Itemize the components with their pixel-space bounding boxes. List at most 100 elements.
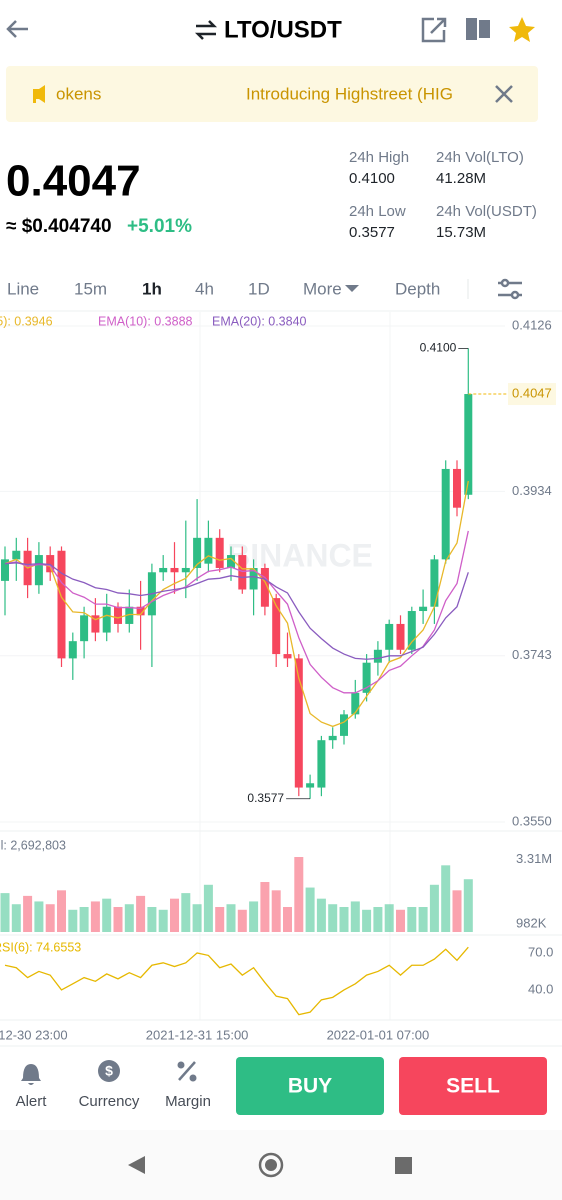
volume-bar: [203, 884, 213, 932]
candle-body: [407, 611, 416, 650]
panel-title: Vol: 2,692,803: [0, 838, 66, 852]
volume-bar: [249, 901, 259, 932]
y-tick-label: 0.3743: [512, 647, 552, 662]
candle-body: [238, 555, 247, 590]
candle-body: [306, 783, 315, 788]
volume-bar: [34, 901, 44, 932]
candle-body: [283, 654, 292, 659]
banner-close[interactable]: [495, 85, 513, 103]
volume-bar: [384, 904, 394, 932]
tab[interactable]: 1D: [248, 279, 270, 298]
chart: 0.3550 0.3743 0.3934 0.4126 BINANCE EMA(5): 0…: [0, 312, 562, 1042]
tab[interactable]: More: [303, 279, 342, 298]
y-tick-label: 0.3550: [512, 813, 552, 828]
banner-ticker: okens: [56, 84, 101, 103]
buy-button[interactable]: [236, 1057, 384, 1115]
banner-text[interactable]: Introducing Highstreet (HIG: [246, 84, 453, 103]
candle-body: [419, 606, 428, 612]
price-change: +5.01%: [127, 216, 192, 237]
candle-body: [249, 567, 258, 590]
nav-back[interactable]: [128, 1156, 145, 1174]
candle-body: [294, 658, 303, 788]
tab[interactable]: Depth: [395, 279, 440, 298]
candle-body: [68, 641, 77, 659]
volume-bar: [124, 904, 134, 932]
margin-icon: [177, 1061, 197, 1082]
candle-body: [272, 598, 281, 655]
volume-bar: [79, 907, 89, 932]
volume-bar: [294, 857, 304, 932]
stat-value: 41.28M: [436, 170, 486, 187]
volume-bar: [226, 904, 236, 932]
pair-title[interactable]: LTO/USDT: [224, 16, 342, 43]
currency-icon: [98, 1060, 120, 1082]
candle-body: [159, 567, 168, 573]
y-tick-label: 0.3934: [512, 483, 552, 498]
nav-home-dot: [265, 1159, 277, 1171]
volume-bar: [350, 901, 360, 932]
candle-body: [91, 615, 100, 633]
last-price-box: [508, 383, 556, 406]
volume-bar: [215, 907, 225, 932]
back-button[interactable]: [6, 20, 28, 38]
candle-body: [396, 623, 405, 650]
candle-body: [385, 623, 394, 650]
volume-bar: [362, 909, 372, 932]
volume-bar: [23, 895, 33, 932]
banner-fade: [470, 80, 490, 110]
x-tick-label: 2021-12-31 15:00: [146, 1027, 249, 1042]
candle-body: [136, 606, 145, 616]
candle-body: [362, 662, 371, 693]
volume-bar: [181, 893, 191, 932]
annotation-label: 0.3577: [247, 791, 284, 805]
volume-bar: [102, 898, 112, 932]
volume-bar: [260, 882, 270, 932]
stat-value: 0.4100: [349, 170, 395, 187]
volume-bar: [90, 901, 100, 932]
sell-label[interactable]: SELL: [446, 1075, 500, 1098]
volume-bar: [11, 904, 21, 932]
tab[interactable]: 15m: [74, 279, 107, 298]
candle-body: [181, 567, 190, 573]
currency-label[interactable]: Currency: [79, 1093, 140, 1110]
volume-bar: [373, 907, 383, 932]
x-tick-label: 2021-12-30 23:00: [0, 1027, 68, 1042]
candle-body: [125, 606, 134, 624]
banner[interactable]: [6, 66, 538, 122]
x-tick-label: 2022-01-01 07:00: [327, 1027, 430, 1042]
sell-button[interactable]: [399, 1057, 547, 1115]
volume-bar: [237, 909, 247, 932]
favorite-star[interactable]: [509, 17, 535, 42]
nav-recents[interactable]: [395, 1157, 412, 1174]
candle-body: [317, 740, 326, 788]
settings-icon[interactable]: [498, 278, 522, 300]
candle-body: [170, 567, 179, 573]
share-icon[interactable]: [421, 17, 447, 43]
stat-label: 24h Low: [349, 203, 406, 220]
volume-bar: [158, 909, 168, 932]
candle-body: [373, 649, 382, 663]
volume-bar: [0, 893, 10, 932]
candle-body: [453, 468, 461, 508]
alert-label[interactable]: Alert: [16, 1093, 48, 1110]
candle-body: [80, 615, 89, 642]
last-price: 0.4047: [6, 157, 141, 206]
stat-label: 24h Vol(LTO): [436, 149, 524, 166]
layout-icon[interactable]: [466, 18, 490, 40]
tab[interactable]: 4h: [195, 279, 214, 298]
more-caret: [345, 285, 359, 292]
tab[interactable]: 1h: [142, 279, 162, 298]
margin-label[interactable]: Margin: [165, 1093, 211, 1110]
volume-bar: [136, 895, 146, 932]
volume-bar: [192, 904, 202, 932]
nav-home[interactable]: [258, 1152, 284, 1178]
candle-body: [46, 555, 55, 573]
volume-bar: [68, 909, 78, 932]
stat-value: 15.73M: [436, 224, 486, 241]
buy-label[interactable]: BUY: [288, 1075, 332, 1098]
volume-bar: [339, 907, 349, 932]
volume-bar: [170, 898, 179, 932]
tab[interactable]: Line: [7, 279, 39, 298]
candle-body: [328, 735, 337, 741]
